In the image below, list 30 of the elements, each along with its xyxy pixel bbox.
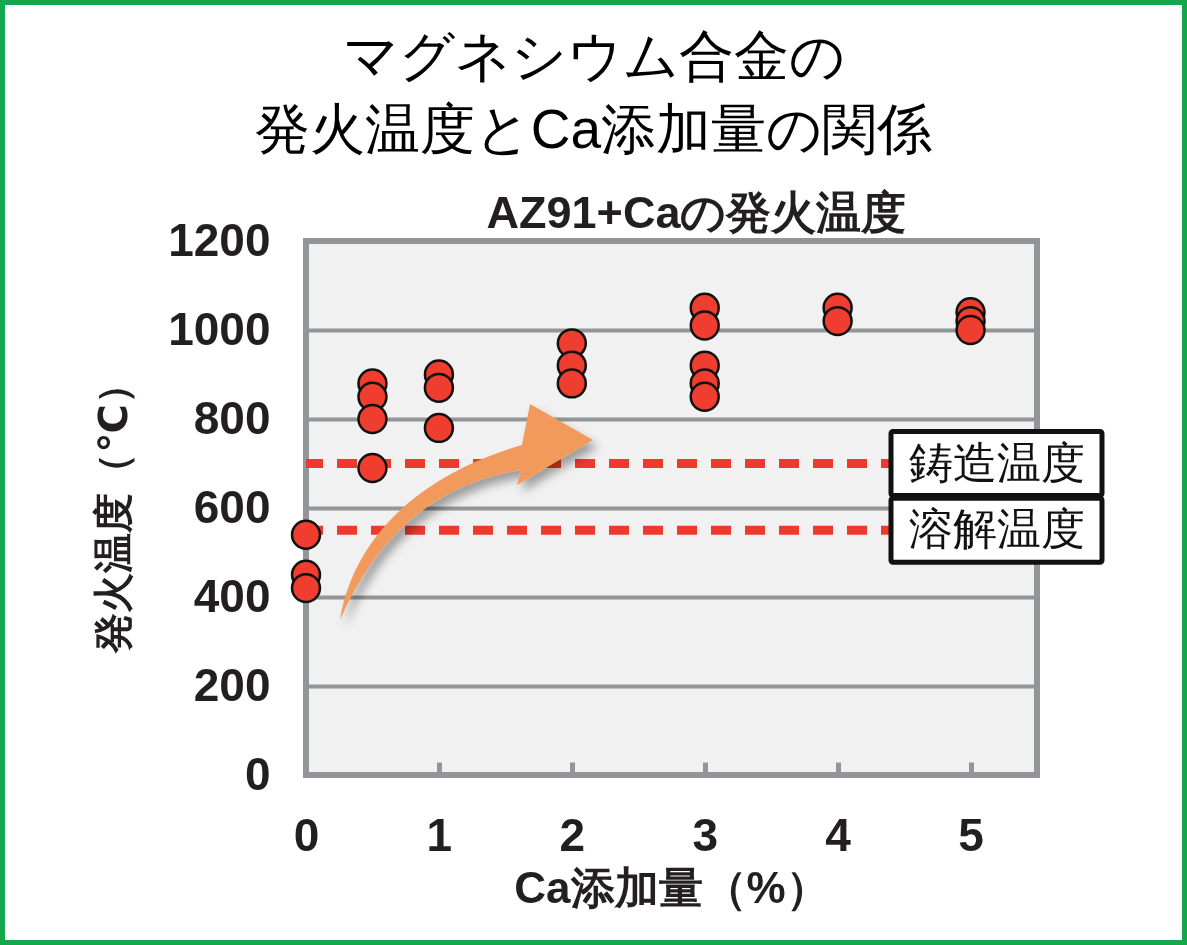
y-tick-label: 200 [193, 658, 271, 711]
point [290, 519, 322, 550]
y-axis-title: 発火温度（℃） [91, 364, 136, 654]
x-tick-label: 5 [958, 808, 984, 861]
x-tick-label: 2 [559, 808, 586, 861]
y-tick-label: 800 [193, 391, 271, 444]
point [822, 305, 853, 337]
x-tick-label: 3 [692, 808, 719, 861]
chart-title: マグネシウム合金の発火温度とCa添加量の関係 [254, 25, 933, 160]
point [955, 314, 986, 346]
chart-subtitle: AZ91+Caの発火温度 [486, 187, 907, 238]
point [556, 368, 588, 399]
point [423, 372, 455, 404]
point [423, 412, 455, 444]
y-tick-label: 600 [193, 480, 271, 533]
point [290, 572, 322, 604]
point [689, 310, 720, 341]
y-tick-label: 1200 [168, 213, 271, 266]
point [689, 381, 720, 412]
x-axis-title: Ca添加量（%） [514, 862, 830, 912]
ref-line-label: 鋳造温度 [908, 437, 1085, 487]
y-tick-label: 400 [193, 569, 271, 622]
point [357, 403, 388, 435]
y-tick-label: 0 [244, 747, 271, 800]
x-tick-label: 0 [293, 808, 320, 861]
point [357, 452, 388, 484]
y-tick-label: 1000 [168, 302, 271, 355]
x-tick-label: 1 [426, 808, 453, 861]
x-tick-label: 4 [825, 808, 852, 861]
ref-line-label: 溶解温度 [908, 504, 1085, 554]
